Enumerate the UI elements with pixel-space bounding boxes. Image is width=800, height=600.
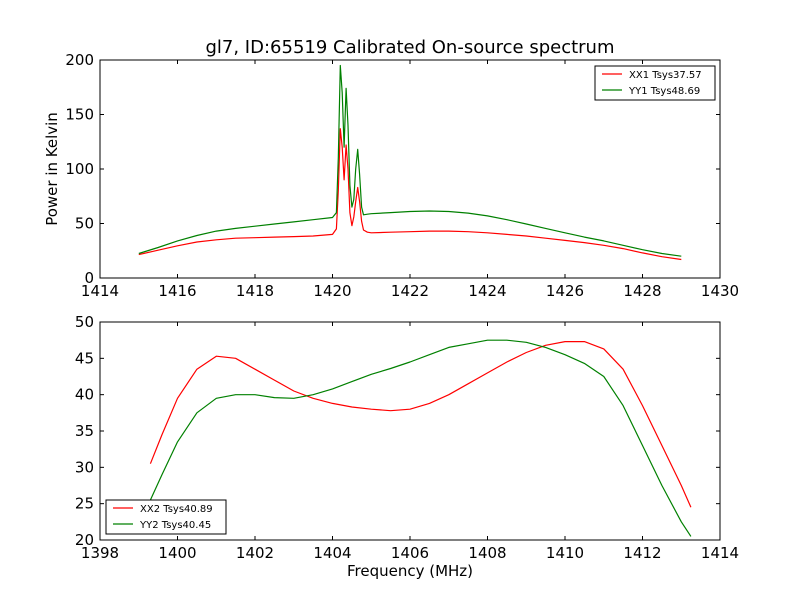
top-x-tick-label: 1422 [391,282,429,300]
top-series-line-2 [138,64,682,257]
top-y-tick-label: 150 [65,106,94,124]
bottom-x-tick-label: 1406 [391,544,429,562]
top-x-tick-label: 1430 [701,282,739,300]
top-y-tick-label: 50 [75,215,94,233]
bottom-y-tick-label: 35 [75,422,94,440]
bottom-legend-label-yy2: YY2 Tsys40.45 [139,520,211,531]
top-x-tick-label: 1420 [313,282,351,300]
bottom-y-tick-label: 50 [75,313,94,331]
bottom-series-group [149,339,692,537]
top-x-tick-label: 1428 [623,282,661,300]
chart-title: gl7, ID:65519 Calibrated On-source spect… [205,37,614,58]
bottom-y-tick-label: 20 [75,531,94,549]
bottom-y-tick-label: 45 [75,349,94,367]
bottom-legend-box [105,499,227,535]
top-x-tick-label: 1418 [236,282,274,300]
bottom-y-tick-label: 40 [75,386,94,404]
top-series-group [138,64,682,261]
bottom-x-tick-label: 1398 [81,544,119,562]
top-y-tick-label: 200 [65,51,94,69]
top-series-line-1 [138,128,682,261]
bottom-x-tick-label: 1408 [468,544,506,562]
bottom-x-tick-label: 1410 [546,544,584,562]
top-y-tick-label: 0 [84,269,94,287]
bottom-x-tick-label: 1414 [701,544,739,562]
bottom-panel: 1398 1400 1402 1404 1406 1408 1410 1412 1414 20 25… [75,313,739,580]
bottom-x-tick-label: 1412 [623,544,661,562]
bottom-y-tick-label: 30 [75,458,94,476]
top-x-tick-label: 1414 [81,282,119,300]
bottom-ticks-group: 1398 1400 1402 1404 1406 1408 1410 1412 1414 20 25… [75,313,739,562]
bottom-x-tick-label: 1400 [158,544,196,562]
bottom-series-line-1 [149,341,692,508]
top-legend-box [594,65,716,101]
top-legend: XX1 Tsys37.57 YY1 Tsys48.69 [594,65,716,101]
top-ticks-group: 1414 1416 1418 1420 1422 1424 1426 1428 1430 0 50 1… [65,51,739,300]
bottom-x-tick-label: 1404 [313,544,351,562]
bottom-legend: XX2 Tsys40.89 YY2 Tsys40.45 [105,499,227,535]
top-y-tick-label: 100 [65,160,94,178]
bottom-series-line-2 [149,339,692,537]
top-legend-label-xx1: XX1 Tsys37.57 [629,70,702,81]
bottom-x-axis-label: Frequency (MHz) [347,562,473,580]
top-x-tick-label: 1424 [468,282,506,300]
top-legend-label-yy1: YY1 Tsys48.69 [628,86,700,97]
bottom-legend-label-xx2: XX2 Tsys40.89 [140,504,213,515]
top-x-tick-label: 1416 [158,282,196,300]
bottom-x-tick-label: 1402 [236,544,274,562]
bottom-y-tick-label: 25 [75,495,94,513]
top-y-axis-label: Power in Kelvin [43,112,61,226]
top-panel: Power in Kelvin 1414 1416 1418 1420 1422 1424… [43,51,739,300]
top-x-tick-label: 1426 [546,282,584,300]
